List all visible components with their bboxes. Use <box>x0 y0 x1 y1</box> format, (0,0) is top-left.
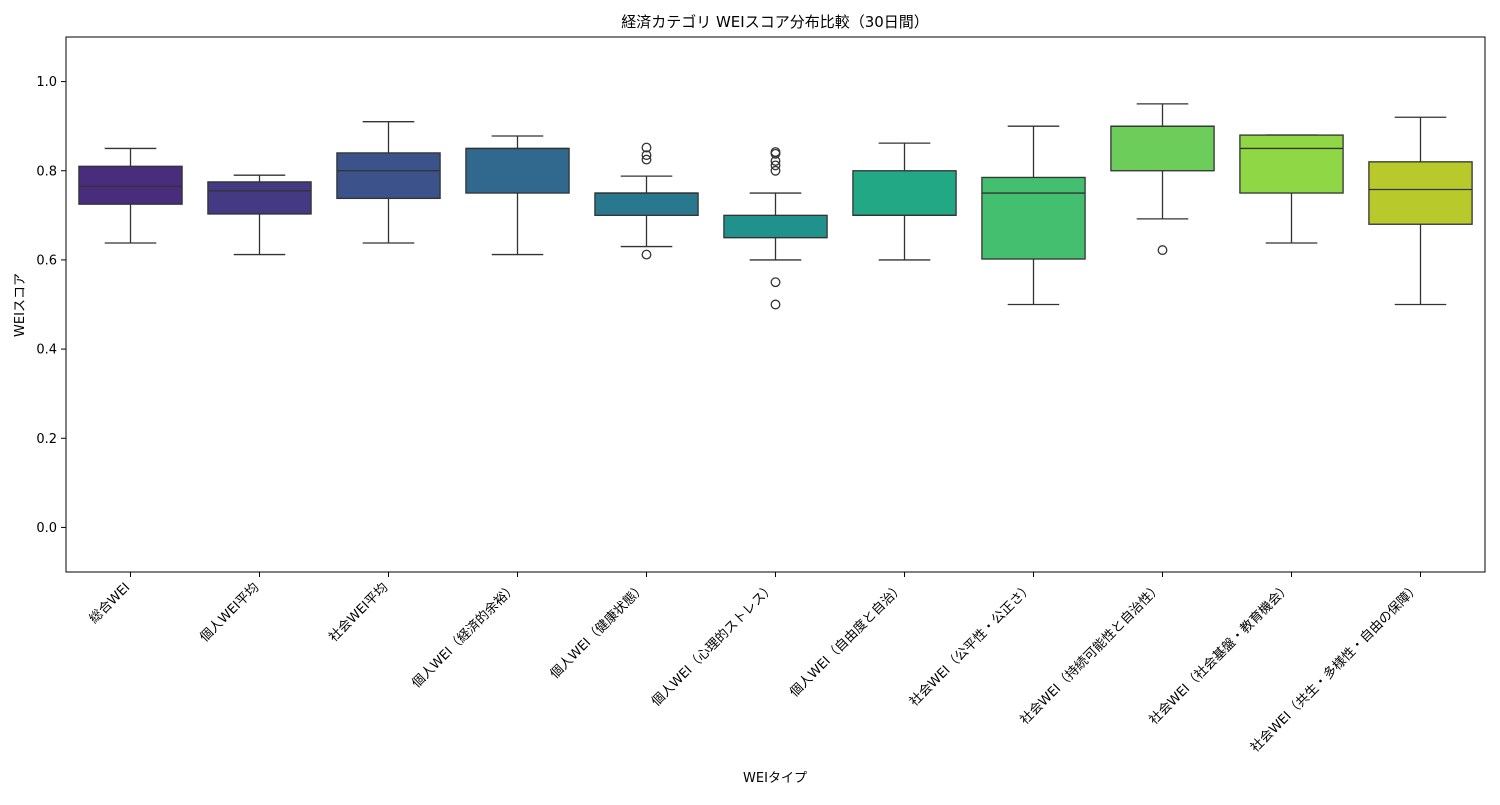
box-group-6 <box>723 147 828 310</box>
outlier-point <box>770 299 781 310</box>
box-iqr <box>981 176 1086 260</box>
box-group-8 <box>981 125 1086 306</box>
box-group-3 <box>336 121 441 244</box>
box-iqr <box>465 147 570 194</box>
box-group-2 <box>207 174 312 256</box>
box-iqr <box>1239 134 1344 194</box>
y-tick-label: 0.6 <box>36 253 57 268</box>
box-group-5 <box>594 142 699 260</box>
chart-title: 経済カテゴリ WEIスコア分布比較（30日間） <box>621 13 929 31</box>
y-tick-label: 1.0 <box>36 75 57 90</box>
box-iqr <box>1368 161 1473 225</box>
box-iqr <box>594 192 699 216</box>
box-group-4 <box>465 135 570 256</box>
box-group-9 <box>1110 103 1215 256</box>
outlier-point <box>641 154 652 165</box>
box-iqr <box>78 165 183 205</box>
outlier-point <box>770 277 781 288</box>
box-iqr <box>207 181 312 215</box>
y-tick-label: 0.0 <box>36 521 57 536</box>
outlier-point <box>770 165 781 176</box>
box-iqr <box>852 170 957 216</box>
box-iqr <box>723 214 828 239</box>
y-tick-label: 0.8 <box>36 164 57 179</box>
outlier-point <box>641 150 652 161</box>
box-group-11 <box>1368 116 1473 306</box>
outlier-point <box>641 249 652 260</box>
y-axis-title: WEIスコア <box>13 273 28 337</box>
box-group-1 <box>78 147 183 244</box>
outlier-point <box>770 160 781 171</box>
plot-area <box>78 103 1473 310</box>
box-group-7 <box>852 142 957 261</box>
x-axis-title: WEIタイプ <box>743 771 807 786</box>
y-tick-label: 0.2 <box>36 432 57 447</box>
box-iqr <box>1110 125 1215 172</box>
outlier-point <box>641 142 652 153</box>
outlier-point <box>770 147 781 157</box>
y-tick-label: 0.4 <box>36 343 57 358</box>
outlier-point <box>1157 245 1168 256</box>
box-iqr <box>336 152 441 200</box>
box-group-10 <box>1239 134 1344 244</box>
